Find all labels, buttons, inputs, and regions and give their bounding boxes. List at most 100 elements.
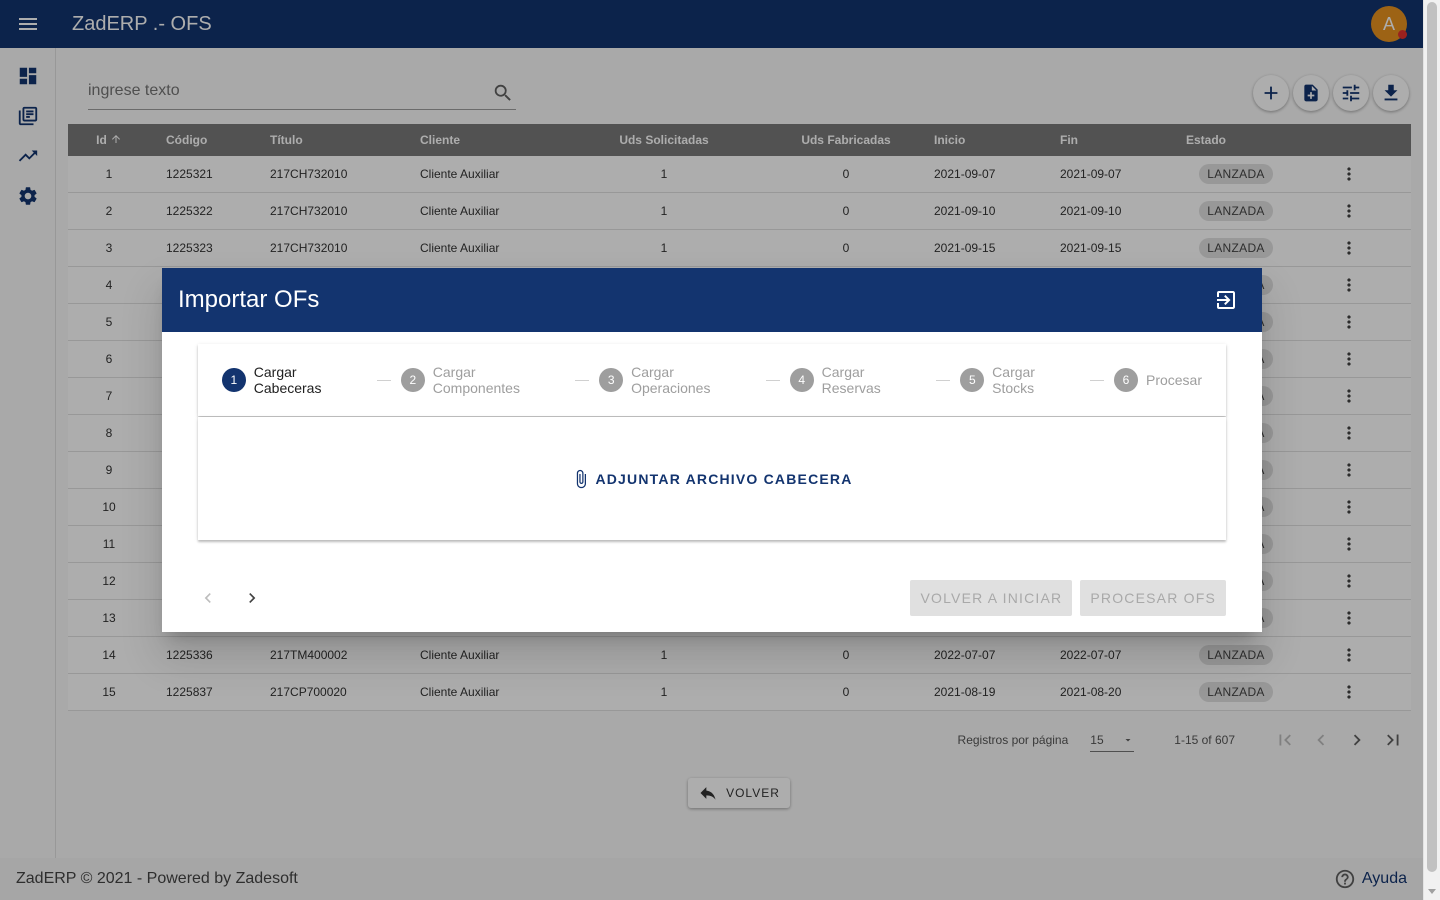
cell-solicitadas: 1 <box>660 204 668 218</box>
col-cliente[interactable]: Cliente <box>420 133 461 147</box>
back-button[interactable]: VOLVER <box>688 778 790 808</box>
process-ofs-button[interactable]: PROCESAR OFS <box>1080 580 1226 616</box>
step-connector <box>575 379 590 381</box>
cell-estado: LANZADA <box>1186 201 1286 221</box>
row-menu-button[interactable] <box>1337 421 1361 445</box>
chevron-right-icon <box>1353 734 1361 746</box>
columns-button[interactable] <box>1333 75 1369 111</box>
row-menu-button[interactable] <box>1337 199 1361 223</box>
row-menu-button[interactable] <box>1337 532 1361 556</box>
more-vert-icon <box>1346 537 1351 551</box>
attach-file-button[interactable]: ADJUNTAR ARCHIVO CABECERA <box>571 467 852 491</box>
cell-actions <box>1286 532 1411 556</box>
prev-page-button[interactable] <box>1303 722 1339 758</box>
col-inicio[interactable]: Inicio <box>934 133 966 147</box>
cell-fabricadas: 0 <box>842 685 850 699</box>
step-label: Cargar Reservas <box>821 364 881 396</box>
search-icon[interactable] <box>492 82 514 104</box>
more-vert-icon <box>1346 315 1351 329</box>
row-menu-button[interactable] <box>1337 347 1361 371</box>
step-connector <box>377 379 392 381</box>
step-connector <box>765 379 780 381</box>
search-input[interactable] <box>88 74 478 108</box>
step-4[interactable]: 4 Cargar Reservas <box>789 364 927 396</box>
row-menu-button[interactable] <box>1337 680 1361 704</box>
sidebar-item-settings[interactable] <box>0 176 56 216</box>
col-solicitadas[interactable]: Uds Solicitadas <box>619 133 709 147</box>
download-icon <box>1384 84 1398 101</box>
col-fabricadas[interactable]: Uds Fabricadas <box>801 133 891 147</box>
table-row[interactable]: 2 1225322 217CH732010 Cliente Auxiliar 1 0 202… <box>68 193 1411 230</box>
back-button-label: VOLVER <box>726 786 780 800</box>
cell-actions <box>1286 162 1411 186</box>
row-menu-button[interactable] <box>1337 569 1361 593</box>
step-number: 1 <box>222 368 246 392</box>
import-dialog: Importar OFs 1 Cargar Cabeceras 2 Cargar Co… <box>162 268 1262 632</box>
page-size-select[interactable]: 15 <box>1090 728 1135 752</box>
dashboard-icon <box>19 67 37 85</box>
more-vert-icon <box>1346 389 1351 403</box>
step-6[interactable]: 6 Procesar <box>1113 368 1202 392</box>
col-titulo[interactable]: Título <box>270 133 303 147</box>
step-2[interactable]: 2 Cargar Componentes <box>401 364 565 396</box>
cell-fin: 2021-09-07 <box>1060 167 1122 181</box>
more-vert-icon <box>1346 241 1351 255</box>
col-estado[interactable]: Estado <box>1186 133 1227 147</box>
table-row[interactable]: 1 1225321 217CH732010 Cliente Auxiliar 1 0 202… <box>68 156 1411 193</box>
step-prev-button[interactable] <box>190 582 226 614</box>
step-next-button[interactable] <box>234 582 270 614</box>
file-icon <box>1304 84 1318 102</box>
menu-button[interactable] <box>0 0 56 48</box>
scroll-down-arrow-icon[interactable] <box>1428 889 1436 894</box>
new-file-button[interactable] <box>1293 75 1329 111</box>
row-menu-button[interactable] <box>1337 384 1361 408</box>
row-menu-button[interactable] <box>1337 236 1361 260</box>
sidebar-item-trending[interactable] <box>0 136 56 176</box>
table-row[interactable]: 15 1225837 217CP700020 Cliente Auxiliar 1 0 20… <box>68 674 1411 711</box>
col-codigo[interactable]: Código <box>166 133 208 147</box>
first-page-icon <box>1279 734 1291 746</box>
row-menu-button[interactable] <box>1337 643 1361 667</box>
exit-icon[interactable] <box>1214 288 1238 312</box>
step-1[interactable]: 1 Cargar Cabeceras <box>222 364 367 396</box>
cell-estado: LANZADA <box>1186 682 1286 702</box>
row-menu-button[interactable] <box>1337 495 1361 519</box>
cell-cliente: Cliente Auxiliar <box>420 241 500 255</box>
help-link[interactable]: Ayuda <box>1334 868 1407 890</box>
cell-id: 9 <box>105 463 113 477</box>
cell-estado: LANZADA <box>1186 238 1286 258</box>
cell-cliente: Cliente Auxiliar <box>420 685 500 699</box>
add-button[interactable] <box>1253 75 1289 111</box>
more-vert-icon <box>1346 278 1351 292</box>
cell-solicitadas: 1 <box>660 648 668 662</box>
download-button[interactable] <box>1373 75 1409 111</box>
table-row[interactable]: 14 1225336 217TM400002 Cliente Auxiliar 1 0 20… <box>68 637 1411 674</box>
avatar[interactable]: A <box>1371 6 1407 42</box>
scrollbar-thumb[interactable] <box>1427 2 1437 872</box>
cell-actions <box>1286 458 1411 482</box>
table-row[interactable]: 3 1225323 217CH732010 Cliente Auxiliar 1 0 202… <box>68 230 1411 267</box>
sidebar-item-dashboard[interactable] <box>0 56 56 96</box>
restart-button[interactable]: VOLVER A INICIAR <box>910 580 1073 616</box>
row-menu-button[interactable] <box>1337 273 1361 297</box>
cell-id: 3 <box>105 241 113 255</box>
col-fin[interactable]: Fin <box>1060 133 1078 147</box>
row-menu-button[interactable] <box>1337 606 1361 630</box>
step-3[interactable]: 3 Cargar Operaciones <box>599 364 756 396</box>
app-bar: ZadERP .- OFS A <box>0 0 1423 48</box>
row-menu-button[interactable] <box>1337 162 1361 186</box>
first-page-button[interactable] <box>1267 722 1303 758</box>
last-page-button[interactable] <box>1375 722 1411 758</box>
row-menu-button[interactable] <box>1337 458 1361 482</box>
step-5[interactable]: 5 Cargar Stocks <box>960 364 1080 396</box>
row-menu-button[interactable] <box>1337 310 1361 334</box>
sidebar-item-library[interactable] <box>0 96 56 136</box>
cell-actions <box>1286 495 1411 519</box>
chevron-left-icon <box>1317 734 1325 746</box>
vertical-scrollbar[interactable] <box>1423 0 1440 900</box>
next-page-button[interactable] <box>1339 722 1375 758</box>
col-id[interactable]: Id <box>68 133 150 147</box>
step-connector <box>1089 379 1104 381</box>
chevron-left-icon <box>204 593 211 603</box>
cell-actions <box>1286 310 1411 334</box>
